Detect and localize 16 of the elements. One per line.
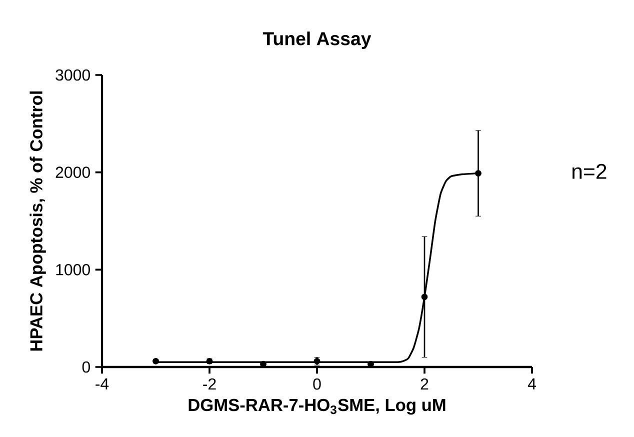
text: n=2: [572, 164, 606, 179]
point: [421, 294, 428, 300]
x-axis-title: DGMS-RAR-7-HO$_{3}$SME, Log uM: [188, 398, 446, 415]
y-tick-label: 3000: [56, 69, 90, 81]
x-tick-label: 0: [313, 378, 321, 390]
y-tick-label: 1000: [56, 264, 90, 276]
x-tick-label: 2: [420, 378, 428, 390]
x-tick-label: -4: [96, 378, 109, 390]
y-axis-title: HPAEC Apoptosis, % of Control: [30, 91, 46, 351]
x-tick-label: 4: [528, 378, 536, 390]
y-tick-label: 2000: [56, 166, 90, 178]
point: [475, 170, 482, 177]
point: [314, 358, 320, 364]
x-tick-label: -2: [203, 378, 216, 390]
y-tick-label: 0: [82, 361, 90, 373]
chart-title: Tunel Assay: [262, 32, 372, 49]
